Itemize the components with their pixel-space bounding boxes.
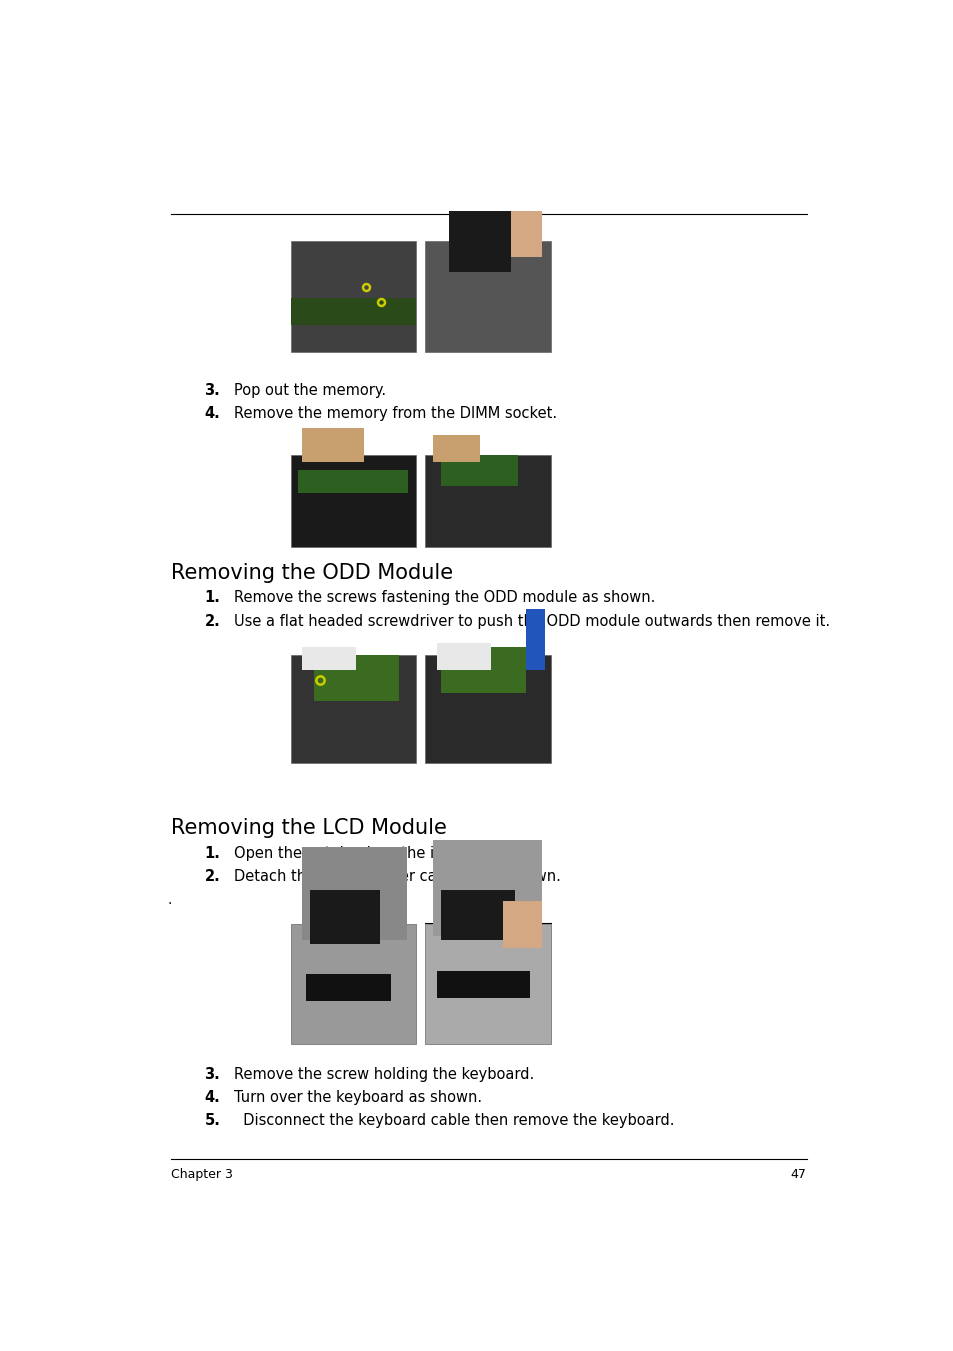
Text: Removing the LCD Module: Removing the LCD Module	[171, 819, 447, 838]
Bar	[291, 655, 416, 763]
Bar	[502, 901, 541, 947]
Text: 47: 47	[790, 1169, 806, 1181]
Text: Disconnect the keyboard cable then remove the keyboard.: Disconnect the keyboard cable then remov…	[233, 1113, 674, 1128]
Bar	[291, 924, 416, 1044]
Bar	[525, 609, 545, 670]
Text: 4.: 4.	[204, 405, 220, 420]
Bar	[425, 655, 550, 763]
Text: 5.: 5.	[204, 1113, 220, 1128]
Text: 4.: 4.	[204, 1090, 220, 1105]
Bar	[291, 242, 416, 351]
Bar	[448, 211, 510, 273]
Bar	[302, 428, 364, 462]
Bar	[310, 890, 379, 943]
Text: Turn over the keyboard as shown.: Turn over the keyboard as shown.	[233, 1090, 481, 1105]
Text: .: .	[167, 893, 172, 907]
Bar	[440, 455, 517, 485]
Text: Remove the screws fastening the ODD module as shown.: Remove the screws fastening the ODD modu…	[233, 590, 655, 605]
Text: Chapter 3: Chapter 3	[171, 1169, 233, 1181]
Bar	[306, 974, 391, 1001]
Bar	[425, 242, 550, 351]
Text: 3.: 3.	[204, 1067, 220, 1082]
Bar	[440, 890, 514, 940]
Text: Use a flat headed screwdriver to push the ODD module outwards then remove it.: Use a flat headed screwdriver to push th…	[233, 613, 829, 628]
Bar	[487, 211, 541, 257]
Text: Remove the screw holding the keyboard.: Remove the screw holding the keyboard.	[233, 1067, 534, 1082]
Text: Pop out the memory.: Pop out the memory.	[233, 382, 386, 397]
Bar	[433, 435, 479, 462]
Bar	[298, 470, 408, 493]
Bar	[436, 643, 491, 670]
Bar	[425, 455, 550, 547]
Text: 2.: 2.	[204, 869, 220, 884]
Text: Detach the middle cover carefully as shown.: Detach the middle cover carefully as sho…	[233, 869, 560, 884]
Bar	[302, 847, 406, 940]
Bar	[314, 655, 398, 701]
Bar	[436, 970, 530, 997]
Text: 3.: 3.	[204, 382, 220, 397]
Text: Open the notebook as the impage shows.: Open the notebook as the impage shows.	[233, 846, 539, 861]
Text: 1.: 1.	[204, 590, 220, 605]
Bar	[302, 647, 356, 670]
Text: 2.: 2.	[204, 613, 220, 628]
Bar	[425, 924, 550, 1044]
Text: Removing the ODD Module: Removing the ODD Module	[171, 562, 453, 582]
Text: Remove the memory from the DIMM socket.: Remove the memory from the DIMM socket.	[233, 405, 557, 420]
Bar	[291, 455, 416, 547]
Bar	[291, 297, 416, 324]
Bar	[433, 840, 541, 936]
Text: 1.: 1.	[204, 846, 220, 861]
Bar	[440, 647, 525, 693]
